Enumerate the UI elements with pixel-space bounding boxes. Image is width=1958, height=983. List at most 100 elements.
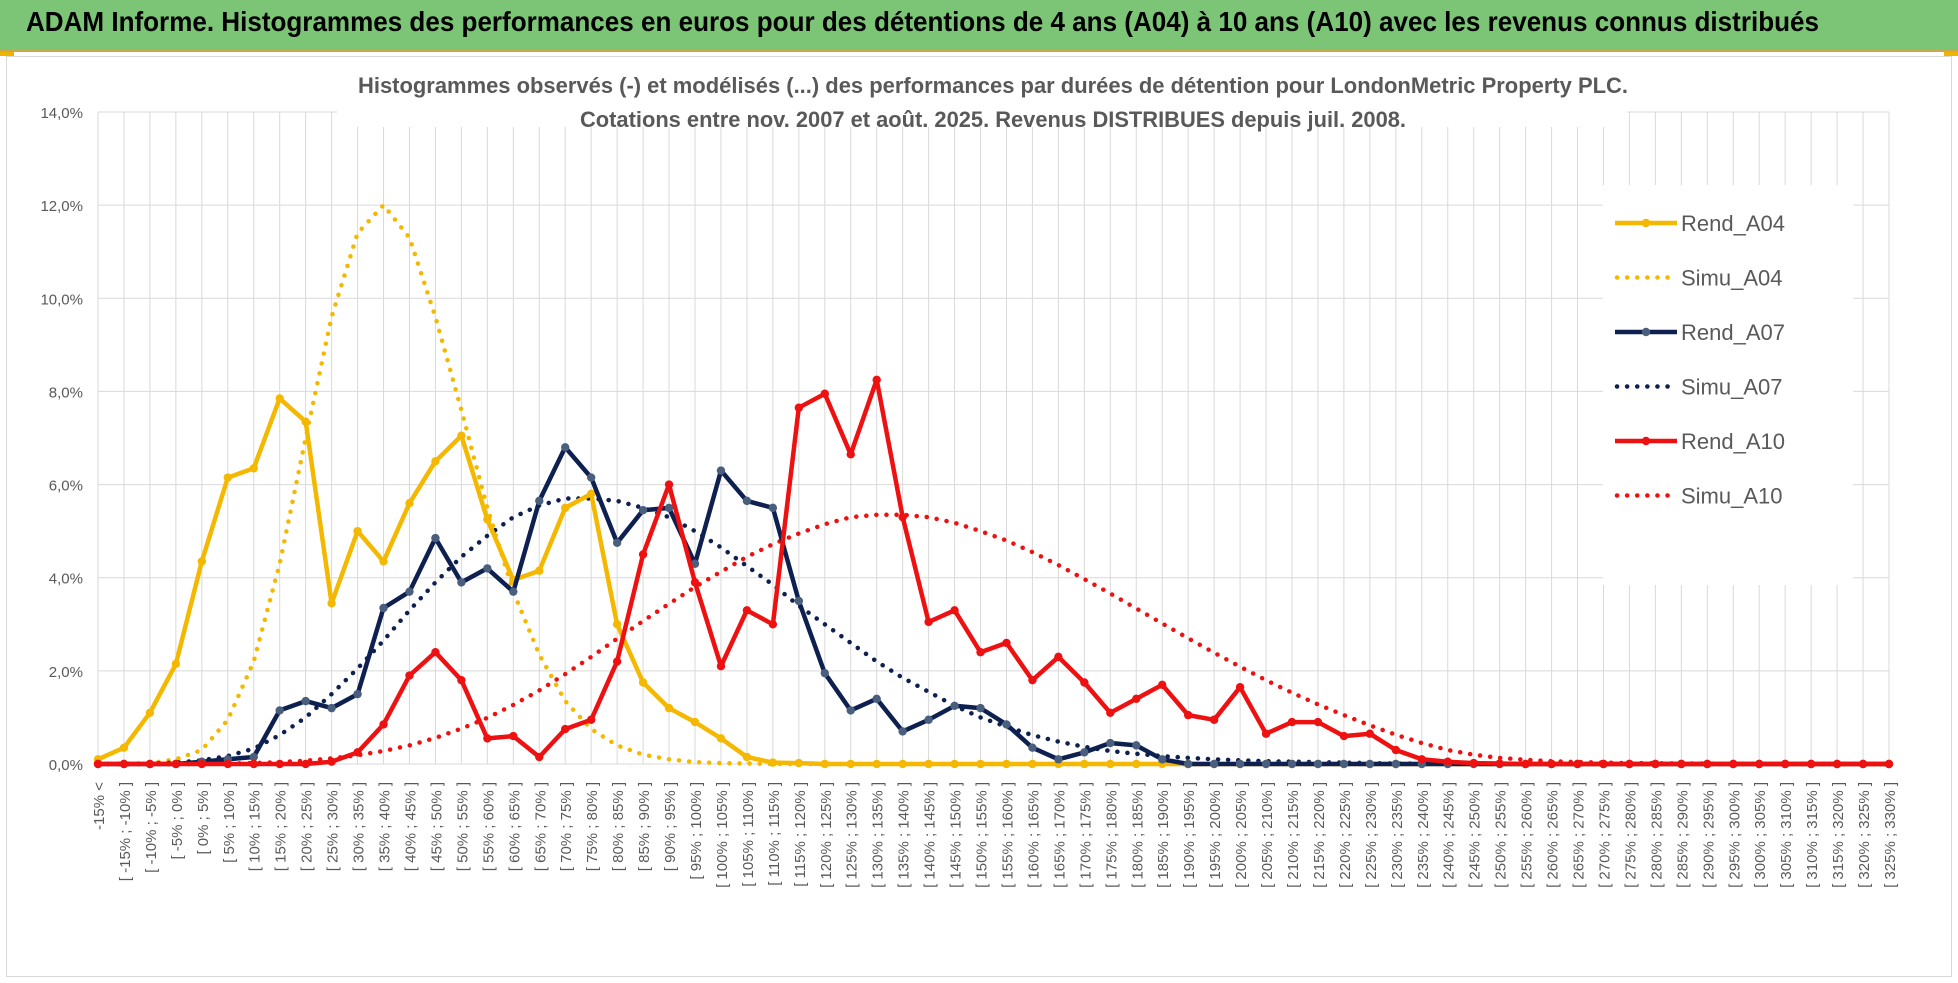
- rend-a04-point: [1002, 759, 1011, 769]
- rend-a04-point: [431, 457, 440, 466]
- x-tick-label: [ 40% ; 45% ]: [402, 782, 419, 871]
- x-tick-label: [ 305% ; 310% ]: [1778, 782, 1795, 888]
- rend-a04-point: [612, 620, 622, 629]
- rend-a10-point: [1755, 759, 1764, 769]
- rend-a10-point: [1261, 729, 1271, 738]
- rend-a04-point: [171, 659, 181, 669]
- rend-a10-point: [872, 375, 881, 384]
- rend-a07-point: [275, 706, 284, 715]
- legend-label-rend-a10: Rend_A10: [1681, 429, 1785, 454]
- rend-a04-point: [976, 759, 985, 769]
- rend-a10-point: [431, 648, 440, 657]
- rend-a07-point: [872, 694, 881, 703]
- rend-a04-point: [197, 557, 207, 566]
- rend-a10-point: [1365, 729, 1375, 738]
- rend-a10-point: [716, 662, 726, 671]
- rend-a10-point: [1235, 682, 1245, 692]
- rend-a07-point: [1391, 759, 1401, 769]
- rend-a10-point: [768, 620, 778, 629]
- rend-a07-point: [1158, 755, 1167, 764]
- chart-title-line2: Cotations entre nov. 2007 et août. 2025.…: [580, 107, 1406, 132]
- x-tick-label: [ 150% ; 155% ]: [974, 782, 991, 888]
- rend-a04-point: [872, 759, 881, 769]
- x-tick-label: [ 320% ; 325% ]: [1856, 782, 1873, 888]
- chart-frame: 0,0% 2,0% 4,0% 6,0% 8,0% 10,0% 12,0% 14,0% Histo…: [6, 56, 1952, 977]
- chart-title-line1: Histogrammes observés (-) et modélisés (…: [358, 73, 1628, 98]
- rend-a07-point: [561, 443, 570, 452]
- x-tick-label: [ -15% ; -10% ]: [117, 782, 134, 881]
- x-tick-label: [ 205% ; 210% ]: [1259, 782, 1276, 888]
- x-tick-label: [ 160% ; 165% ]: [1025, 782, 1042, 888]
- x-tick-label: [ 65% ; 70% ]: [532, 782, 549, 871]
- x-tick-label: [ 185% ; 190% ]: [1155, 782, 1172, 888]
- x-tick-label: [ 280% ; 285% ]: [1648, 782, 1665, 888]
- rend-a04-point: [768, 758, 778, 767]
- rend-a10-point: [457, 675, 466, 685]
- x-tick-label: [ 265% ; 270% ]: [1571, 782, 1588, 888]
- rend-a10-point: [1313, 717, 1323, 727]
- histogram-chart: 0,0% 2,0% 4,0% 6,0% 8,0% 10,0% 12,0% 14,0% Histo…: [40, 61, 1899, 888]
- x-tick-label: [ 75% ; 80% ]: [584, 782, 601, 871]
- x-tick-label: [ 210% ; 215% ]: [1285, 782, 1302, 888]
- rend-a04-point: [742, 752, 752, 762]
- y-tick-label: 2,0%: [49, 664, 83, 681]
- y-tick-label: 8,0%: [49, 384, 83, 401]
- x-tick-label: [ 200% ; 205% ]: [1233, 782, 1250, 888]
- rend-a07-point: [820, 668, 829, 678]
- rend-a07-point: [950, 701, 959, 710]
- rend-a10-point: [1521, 759, 1530, 769]
- rend-a07-point: [976, 703, 985, 713]
- x-tick-label: [ 5% ; 10% ]: [221, 782, 238, 863]
- x-tick-label: [ 230% ; 235% ]: [1389, 782, 1406, 888]
- legend-label-simu-a10: Simu_A10: [1681, 484, 1783, 509]
- rend-a07-point: [1106, 738, 1115, 748]
- x-tick-label: [ 315% ; 320% ]: [1830, 782, 1847, 888]
- rend-a10-point: [950, 606, 959, 615]
- rend-a04-point: [794, 758, 804, 768]
- rend-a10-point: [1547, 759, 1556, 769]
- rend-a10-point: [1132, 694, 1141, 703]
- rend-a10-point: [1028, 675, 1037, 685]
- rend-a07-point: [457, 578, 466, 587]
- y-tick-label: 10,0%: [40, 291, 83, 308]
- x-tick-label: [ 85% ; 90% ]: [636, 782, 653, 871]
- rend-a07-point: [898, 727, 907, 736]
- rend-a04-point: [1106, 759, 1115, 769]
- x-tick-label: [ 95% ; 100% ]: [688, 782, 705, 880]
- rend-a10-line: [98, 377, 1889, 767]
- rend-a04-point: [561, 503, 570, 513]
- y-tick-label: 14,0%: [40, 105, 83, 122]
- rend-a10-point: [1599, 759, 1608, 769]
- y-tick-label: 4,0%: [49, 571, 83, 588]
- x-tick-label: [ 300% ; 305% ]: [1752, 782, 1769, 888]
- rend-a10-point: [509, 731, 518, 741]
- x-tick-label: [ 115% ; 120% ]: [792, 782, 809, 887]
- x-tick-label: [ 155% ; 160% ]: [999, 782, 1016, 888]
- rend-a10-point: [145, 759, 155, 769]
- rend-a10-point: [1832, 759, 1842, 769]
- rend-a07-point: [638, 505, 648, 515]
- x-tick-label: [ 80% ; 85% ]: [610, 782, 627, 871]
- rend-a07-point: [1339, 759, 1349, 769]
- x-tick-label: [ 290% ; 295% ]: [1700, 782, 1717, 888]
- y-tick-label: 6,0%: [49, 478, 83, 495]
- rend-a10-point: [1495, 759, 1504, 768]
- x-tick-label: [ 20% ; 25% ]: [299, 782, 316, 871]
- rend-a07-point: [1132, 741, 1141, 750]
- rend-a04-point: [327, 599, 336, 608]
- title-background: [337, 61, 1627, 127]
- x-tick-label: [ 195% ; 200% ]: [1207, 782, 1224, 888]
- x-tick-label: [ 35% ; 40% ]: [377, 782, 394, 871]
- rend-a10-point: [1884, 759, 1894, 769]
- x-tick-label: [ 250% ; 255% ]: [1493, 782, 1510, 888]
- corner-mark-right: [1944, 52, 1958, 56]
- x-tick-label: [ 235% ; 240% ]: [1415, 782, 1432, 888]
- rend-a04-point: [1028, 759, 1037, 769]
- rend-a07-point: [483, 564, 492, 573]
- rend-a07-point: [1028, 743, 1037, 752]
- rend-a10-point: [1183, 710, 1193, 720]
- rend-a04-point: [301, 417, 310, 426]
- x-tick-label: [ -5% ; 0% ]: [169, 782, 186, 860]
- rend-a07-point: [846, 706, 855, 715]
- rend-a10-point: [405, 671, 414, 680]
